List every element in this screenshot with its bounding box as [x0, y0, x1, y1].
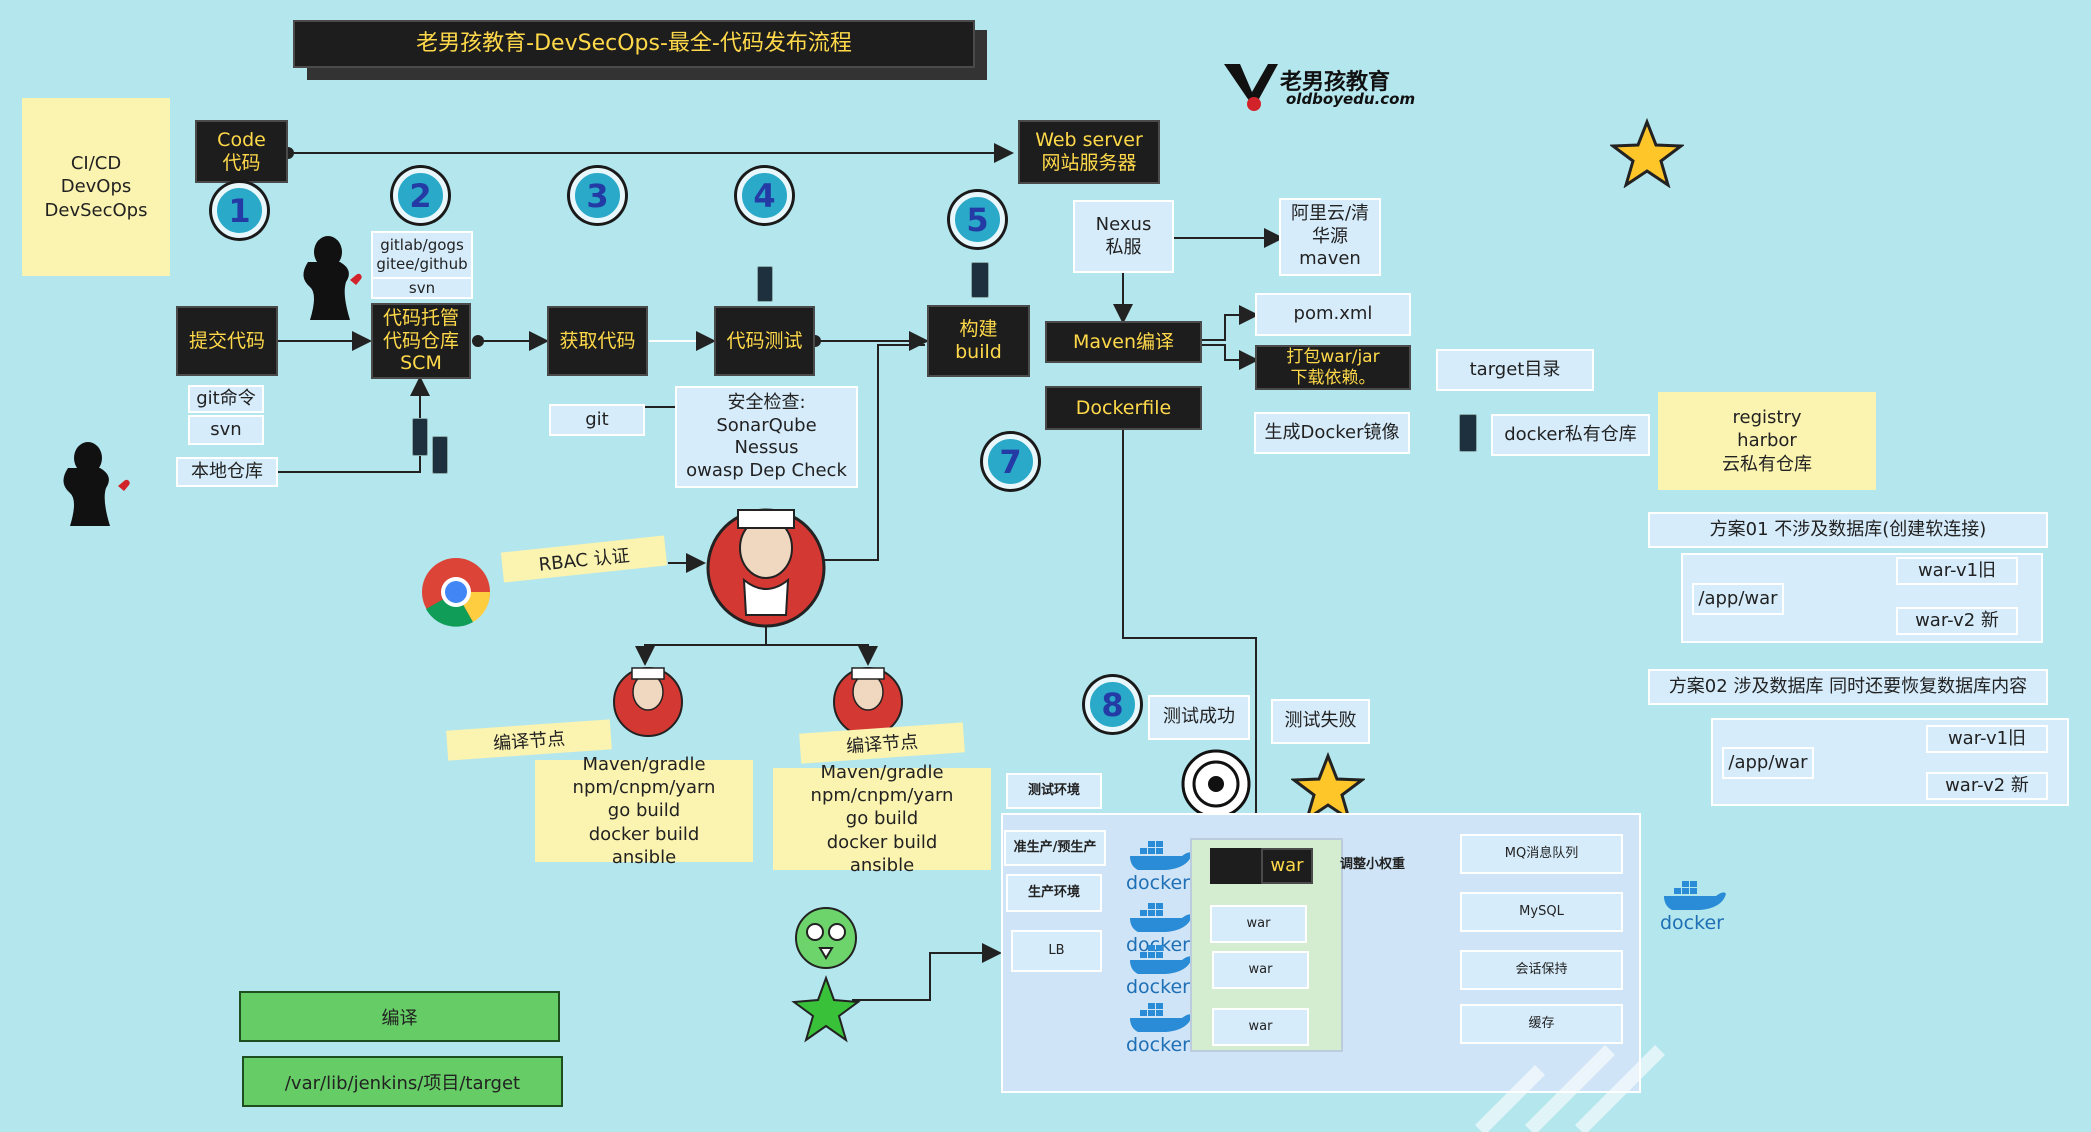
logo-v-icon — [1224, 64, 1278, 111]
env-prod: 生产环境 — [1006, 874, 1102, 912]
step-4-icon: 4 — [737, 168, 792, 223]
war-item: war — [1212, 1008, 1309, 1046]
target-dir-label: target目录 — [1436, 349, 1594, 391]
package-block: 打包war/jar 下载依赖。 — [1255, 345, 1411, 390]
code-block: Code 代码 — [195, 120, 288, 183]
docker-word: docker — [1126, 872, 1190, 894]
plan01-old: war-v1旧 — [1896, 557, 2018, 585]
plan02-new: war-v2 新 — [1926, 772, 2048, 800]
test-success-label: 测试成功 — [1148, 695, 1250, 740]
build-block: 构建 build — [927, 305, 1030, 377]
nexus-label: Nexus 私服 — [1073, 200, 1174, 273]
submit-code-block: 提交代码 — [176, 306, 278, 376]
pom-label: pom.xml — [1255, 293, 1411, 336]
server-icon — [971, 262, 989, 298]
web-server-block: Web server 网站服务器 — [1018, 120, 1160, 184]
step-3-icon: 3 — [570, 168, 625, 223]
logo-brand: 老男孩教育 — [1280, 70, 1391, 95]
plan01-title: 方案01 不涉及数据库(创建软连接) — [1648, 512, 2048, 548]
disc-icon — [1181, 749, 1251, 819]
compile-box: 编译 — [239, 991, 560, 1042]
env-test: 测试环境 — [1006, 773, 1102, 809]
war-item: war — [1212, 951, 1309, 989]
step-2-icon: 2 — [393, 168, 448, 223]
svn-label: svn — [188, 415, 264, 445]
git-label: git — [549, 404, 645, 436]
build-node-tools: Maven/gradle npm/cnpm/yarn go build dock… — [535, 754, 753, 868]
scm-hosts-label: gitlab/gogs gitee/github — [371, 231, 473, 279]
test-fail-label: 测试失败 — [1271, 699, 1370, 744]
war-header-dark — [1210, 848, 1265, 884]
plan02-old: war-v1旧 — [1926, 725, 2048, 753]
war-current-block: war — [1261, 848, 1313, 884]
security-check-label: 安全检查: SonarQube Nessus owasp Dep Check — [675, 386, 858, 488]
step-1-icon: 1 — [212, 183, 267, 238]
adjust-weight-label: 调整小权重 — [1340, 857, 1406, 872]
developer-silhouette-icon — [303, 236, 362, 320]
watermark-shape — [1475, 1045, 1665, 1132]
server-icon — [757, 266, 773, 302]
dockerfile-block: Dockerfile — [1045, 386, 1202, 430]
maven-mirrors-label: 阿里云/清 华源 maven — [1279, 198, 1381, 276]
backend-mysql: MySQL — [1460, 892, 1623, 932]
plan02-path: /app/war — [1722, 747, 1814, 779]
docker-icon: docker — [1660, 878, 1728, 934]
jenkins-master-icon — [706, 508, 826, 628]
server-icon — [432, 436, 448, 474]
docker-image-label: 生成Docker镜像 — [1254, 412, 1410, 454]
fetch-code-block: 获取代码 — [547, 306, 648, 376]
developer-silhouette-icon — [63, 442, 130, 526]
docker-word: docker — [1126, 976, 1190, 998]
backend-cache: 缓存 — [1460, 1004, 1623, 1044]
star-icon — [1610, 118, 1684, 188]
docker-registry-label: docker私有仓库 — [1491, 414, 1650, 456]
war-item: war — [1210, 905, 1307, 943]
docker-icon: docker — [1126, 1000, 1194, 1056]
plan01-new: war-v2 新 — [1896, 607, 2018, 635]
env-preprod: 准生产/预生产 — [1004, 830, 1106, 866]
server-icon — [412, 418, 428, 456]
docker-word: docker — [1126, 1034, 1190, 1056]
jenkins-path-box: /var/lib/jenkins/项目/target — [242, 1056, 563, 1107]
docker-icon: docker — [1126, 942, 1194, 998]
step-7-icon: 7 — [983, 434, 1038, 489]
code-test-block: 代码测试 — [714, 306, 815, 376]
lb-label: LB — [1011, 930, 1102, 972]
star-icon — [1291, 752, 1365, 822]
cicd-note: CI/CD DevOps DevSecOps — [22, 98, 170, 276]
local-repo-label: 本地仓库 — [176, 457, 278, 487]
git-command-label: git命令 — [188, 385, 264, 413]
server-icon — [1459, 414, 1477, 452]
backend-mq: MQ消息队列 — [1460, 834, 1623, 874]
docker-icon: docker — [1126, 838, 1194, 894]
backend-session: 会话保持 — [1460, 950, 1623, 990]
scm-svn-label: svn — [371, 277, 473, 299]
plan01-path: /app/war — [1692, 583, 1784, 615]
build-node-icon — [613, 667, 683, 737]
step-8-icon: 8 — [1085, 677, 1140, 732]
chrome-icon — [422, 558, 491, 627]
plan02-title: 方案02 涉及数据库 同时还要恢复数据库内容 — [1648, 669, 2048, 705]
registry-note: registry harbor 云私有仓库 — [1658, 392, 1876, 490]
user-icon — [791, 907, 861, 1043]
build-node-tools: Maven/gradle npm/cnpm/yarn go build dock… — [773, 762, 991, 876]
page-title: 老男孩教育-DevSecOps-最全-代码发布流程 — [293, 20, 975, 68]
maven-build-block: Maven编译 — [1045, 321, 1202, 363]
scm-block: 代码托管 代码仓库 SCM — [371, 303, 471, 379]
build-node-icon — [833, 667, 903, 737]
step-5-icon: 5 — [950, 192, 1005, 247]
docker-word: docker — [1660, 912, 1724, 934]
logo-site: oldboyedu.com — [1286, 90, 1416, 108]
logo: 老男孩教育 oldboyedu.com — [1220, 58, 1420, 114]
